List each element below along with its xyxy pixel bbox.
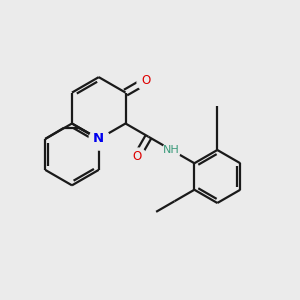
Text: O: O — [142, 74, 151, 87]
Text: NH: NH — [163, 145, 180, 155]
Text: O: O — [132, 150, 142, 163]
Text: N: N — [93, 133, 104, 146]
